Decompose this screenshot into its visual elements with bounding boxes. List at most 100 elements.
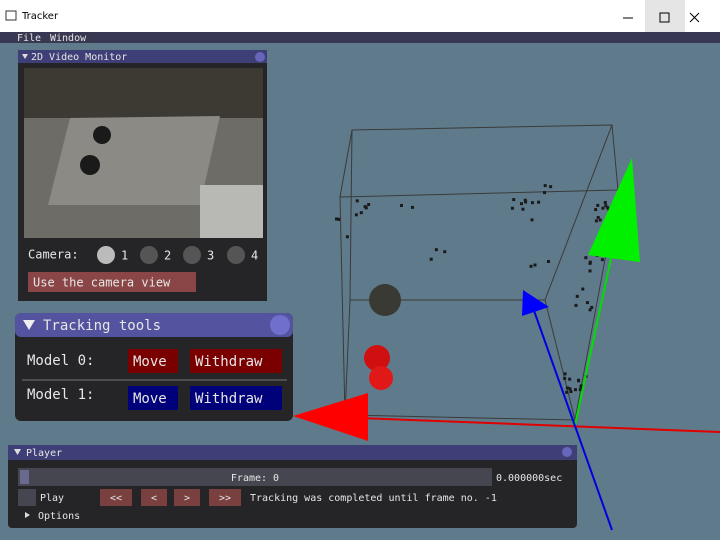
slider-grab[interactable] (20, 470, 29, 484)
radio-label[interactable]: 2 (164, 249, 171, 263)
status-text: Tracking was completed until frame no. -… (250, 493, 497, 504)
point (594, 208, 598, 212)
video-monitor: 2D Video Monitor Camera: 1 2 3 4 Use the… (18, 50, 267, 301)
nav-button[interactable] (209, 489, 241, 506)
collapse-icon[interactable] (14, 449, 21, 455)
button-label[interactable]: > (184, 493, 190, 504)
collapse-icon[interactable] (22, 54, 28, 59)
y-arrow (588, 158, 640, 262)
camera-image-bg (24, 68, 263, 118)
point (569, 390, 573, 394)
point (537, 200, 541, 204)
withdraw-button[interactable] (190, 386, 282, 410)
play-checkbox[interactable] (18, 489, 36, 506)
point (590, 305, 594, 309)
point (345, 235, 349, 239)
point (579, 384, 583, 388)
point (530, 201, 534, 205)
window-title: Tracker (21, 11, 59, 22)
withdraw-button[interactable] (190, 349, 282, 373)
button-label[interactable]: Use the camera view (33, 276, 171, 290)
frame-slider[interactable] (18, 468, 492, 486)
point (588, 269, 592, 273)
close-dot[interactable] (562, 447, 572, 457)
nav-button[interactable] (141, 489, 167, 506)
button-label[interactable]: Move (133, 391, 167, 407)
options-label[interactable]: Options (38, 511, 80, 522)
point (529, 264, 533, 268)
button[interactable] (28, 272, 196, 292)
mouse-model (369, 284, 401, 316)
button-label[interactable]: Withdraw (195, 391, 263, 407)
x-arrow (293, 393, 368, 441)
maximize-button[interactable] (659, 12, 670, 23)
maximize-bg[interactable] (645, 0, 685, 32)
point (533, 263, 537, 267)
checkbox-label[interactable]: Play (40, 493, 64, 504)
expand-icon[interactable] (25, 512, 30, 518)
point (359, 211, 363, 215)
point (521, 207, 525, 211)
point (588, 260, 592, 264)
collapse-icon[interactable] (23, 320, 35, 330)
radio-label[interactable]: 4 (251, 249, 258, 263)
point (601, 206, 605, 210)
point (524, 200, 528, 204)
button-label[interactable]: Withdraw (195, 354, 263, 370)
radio-label[interactable]: 3 (207, 249, 214, 263)
time-label: 0.000000sec (496, 473, 562, 484)
radio[interactable] (227, 246, 245, 264)
button-label[interactable]: << (110, 493, 122, 504)
point (585, 301, 589, 305)
camera-label: Camera: (28, 248, 79, 262)
point (543, 191, 547, 195)
point (367, 203, 371, 207)
point (584, 256, 588, 260)
button-label[interactable]: >> (219, 493, 231, 504)
panel-bg (8, 445, 577, 528)
frame-label: Frame: 0 (231, 473, 279, 484)
radio[interactable] (183, 246, 201, 264)
point (429, 257, 433, 261)
radio-selected[interactable] (97, 246, 115, 264)
tracking-tools: Tracking tools Model 0: Move Withdraw Mo… (15, 313, 293, 421)
point (530, 218, 534, 222)
menu-item[interactable]: File (17, 33, 41, 44)
title-bar (0, 0, 720, 32)
move-button[interactable] (128, 386, 178, 410)
nav-button[interactable] (100, 489, 132, 506)
point (594, 219, 598, 223)
menu-item[interactable]: Window (50, 33, 87, 44)
panel-title: 2D Video Monitor (31, 52, 127, 63)
panel-title-bar (8, 445, 577, 460)
y-axis (574, 239, 616, 426)
radio-label[interactable]: 1 (121, 249, 128, 263)
point (577, 379, 581, 383)
point (337, 217, 341, 221)
nav-button[interactable] (174, 489, 200, 506)
close-button[interactable] (689, 12, 700, 23)
panel-title: Tracking tools (43, 318, 161, 334)
point (588, 308, 592, 312)
camera-image-light (200, 185, 263, 238)
button-label[interactable]: < (151, 493, 157, 504)
point (578, 388, 582, 392)
menu-bar (0, 32, 720, 43)
camera-image-mouse (93, 126, 111, 144)
point (568, 387, 572, 391)
move-button[interactable] (128, 349, 178, 373)
panel-title: Player (26, 448, 62, 459)
point (519, 202, 523, 206)
radio[interactable] (140, 246, 158, 264)
close-dot[interactable] (270, 315, 290, 335)
x-axis (359, 417, 720, 433)
point (604, 204, 608, 208)
button-label[interactable]: Move (133, 354, 167, 370)
point (596, 203, 600, 207)
point (512, 198, 516, 202)
point (399, 204, 403, 208)
close-dot[interactable] (255, 52, 265, 62)
point (434, 248, 438, 252)
point (355, 199, 359, 203)
